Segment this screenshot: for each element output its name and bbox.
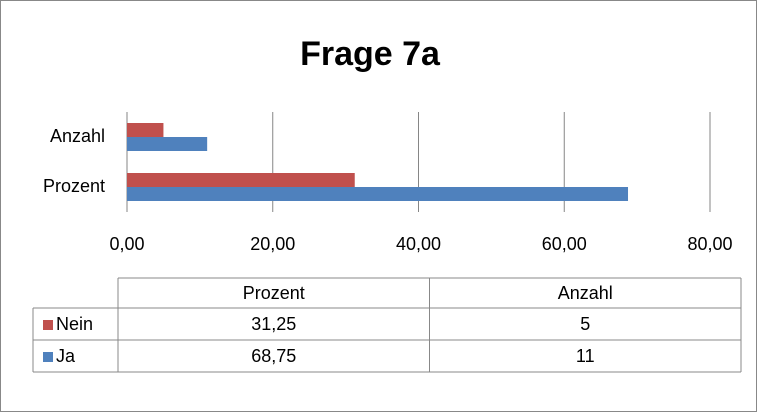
x-tick-label: 40,00 — [396, 234, 441, 254]
chart-title: Frage 7a — [300, 35, 441, 73]
table-cell: 11 — [576, 346, 595, 366]
legend-label: Ja — [56, 346, 76, 366]
bar — [127, 173, 355, 187]
bar — [127, 123, 164, 137]
table-cell: 5 — [580, 314, 590, 334]
table-cell: 68,75 — [251, 346, 296, 366]
table-header: Anzahl — [558, 283, 613, 303]
y-tick-label: Anzahl — [50, 126, 105, 146]
legend-swatch — [43, 320, 53, 330]
table-header: Prozent — [243, 283, 305, 303]
legend-swatch — [43, 352, 53, 362]
legend-label: Nein — [56, 314, 93, 334]
table-cell: 31,25 — [251, 314, 296, 334]
x-tick-label: 0,00 — [109, 234, 144, 254]
x-tick-label: 80,00 — [687, 234, 732, 254]
x-tick-label: 60,00 — [542, 234, 587, 254]
x-tick-label: 20,00 — [250, 234, 295, 254]
bar — [127, 187, 629, 201]
y-tick-label: Prozent — [43, 176, 105, 196]
bar — [127, 137, 208, 151]
